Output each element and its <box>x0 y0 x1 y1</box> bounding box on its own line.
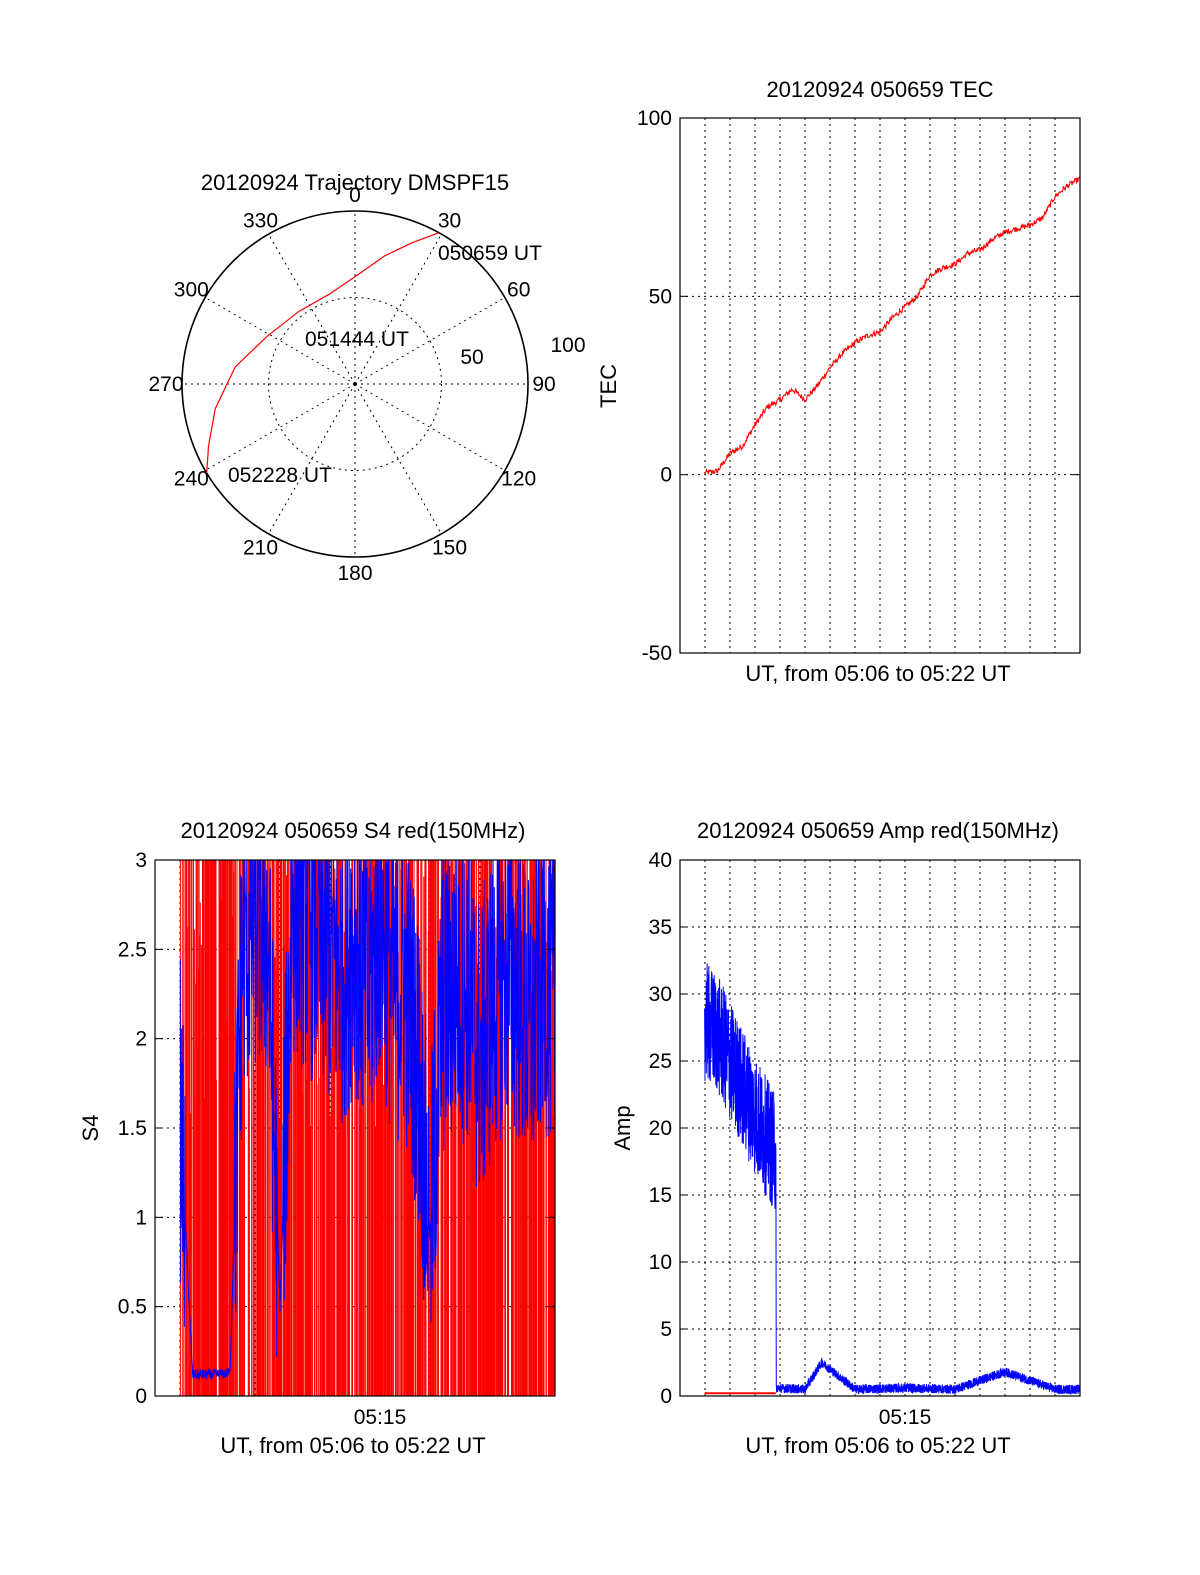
polar-radial-gridline <box>268 297 442 471</box>
polar-spoke <box>354 383 506 471</box>
y-tick-label: 30 <box>649 983 672 1006</box>
polar-grid <box>181 210 529 558</box>
polar-spoke <box>354 383 442 535</box>
polar-angle-label: 270 <box>148 373 183 396</box>
tec-xlabel: UT, from 05:06 to 05:22 UT <box>745 661 1010 686</box>
y-tick-label: 3 <box>135 849 147 872</box>
polar-angle-labels: 0 30 60 90 120 150 180 210 240 270 300 330 <box>148 184 555 585</box>
polar-angle-label: 330 <box>243 209 278 232</box>
amp-ylabel: Amp <box>610 1105 635 1150</box>
y-tick-label: 0 <box>660 464 672 487</box>
amp-xtick-label: 05:15 <box>879 1406 932 1429</box>
polar-angle-label: 60 <box>507 279 530 302</box>
y-tick-label: 0 <box>660 1385 672 1408</box>
amp-title: 20120924 050659 Amp red(150MHz) <box>697 818 1059 843</box>
y-tick-label: 35 <box>649 916 672 939</box>
y-tick-label: 1.5 <box>118 1117 147 1140</box>
polar-angle-label: 0 <box>349 184 361 207</box>
amp-grid <box>680 860 1080 1396</box>
polar-angle-label: 30 <box>438 209 461 232</box>
y-tick-label: 1 <box>135 1206 147 1229</box>
polar-angle-label: 300 <box>174 279 209 302</box>
s4-title: 20120924 050659 S4 red(150MHz) <box>181 818 526 843</box>
polar-spoke <box>268 233 356 385</box>
amp-y-ticks: 0 5 10 15 20 25 30 35 40 <box>649 849 1080 1408</box>
y-tick-label: -50 <box>642 642 672 665</box>
y-tick-label: 5 <box>660 1318 672 1341</box>
y-tick-label: 100 <box>637 107 672 130</box>
y-tick-label: 0 <box>135 1385 147 1408</box>
polar-outer-circle <box>181 210 529 558</box>
polar-angle-label: 150 <box>432 537 467 560</box>
trajectory-mid-label: 051444 UT <box>305 328 409 351</box>
polar-trajectory-line <box>206 232 440 474</box>
polar-spoke <box>354 233 442 385</box>
tec-grid <box>680 118 1080 653</box>
tec-panel: 20120924 050659 TEC -50 0 50 100 TEC UT, fr… <box>596 77 1081 686</box>
y-tick-label: 15 <box>649 1184 672 1207</box>
polar-angle-label: 120 <box>501 468 536 491</box>
trajectory-start-label: 050659 UT <box>438 242 542 265</box>
s4-xtick-label: 05:15 <box>354 1406 407 1429</box>
y-tick-label: 40 <box>649 849 672 872</box>
polar-spoke <box>354 297 506 385</box>
y-tick-label: 2.5 <box>118 938 147 961</box>
s4-xlabel: UT, from 05:06 to 05:22 UT <box>220 1433 485 1458</box>
polar-title: 20120924 Trajectory DMSPF15 <box>201 170 509 195</box>
polar-angle-label: 180 <box>337 562 372 585</box>
polar-spoke <box>204 383 356 471</box>
polar-spoke <box>204 297 356 385</box>
y-tick-label: 50 <box>649 285 672 308</box>
y-tick-label: 2 <box>135 1028 147 1051</box>
tec-ylabel: TEC <box>596 364 621 408</box>
s4-blue-series <box>179 858 556 1380</box>
s4-y-ticks: 0 0.5 1 1.5 2 2.5 3 <box>118 849 555 1408</box>
polar-spoke <box>268 383 356 535</box>
y-tick-label: 25 <box>649 1050 672 1073</box>
s4-panel: 20120924 050659 S4 red(150MHz) 0 0.5 1 1.5 2… <box>78 818 556 1458</box>
trajectory-end-label: 052228 UT <box>228 464 332 487</box>
amp-panel: 20120924 050659 Amp red(150MHz) 0 5 10 15 20… <box>610 818 1081 1458</box>
tec-series-line <box>704 176 1081 476</box>
polar-radial-label-50: 50 <box>460 346 483 369</box>
tec-y-ticks: -50 0 50 100 <box>637 107 1080 665</box>
polar-angle-label: 210 <box>243 537 278 560</box>
amp-xlabel: UT, from 05:06 to 05:22 UT <box>745 1433 1010 1458</box>
amp-blue-series <box>704 963 1081 1396</box>
polar-angle-label: 90 <box>532 373 555 396</box>
y-tick-label: 0.5 <box>118 1296 147 1319</box>
tec-plot-frame <box>679 117 1081 654</box>
polar-radial-label-100: 100 <box>550 334 585 357</box>
polar-panel: 20120924 Trajectory DMSPF15 0 30 60 90 120 15… <box>148 170 585 585</box>
s4-ylabel: S4 <box>78 1115 103 1142</box>
y-tick-label: 10 <box>649 1251 672 1274</box>
polar-angle-label: 240 <box>174 468 209 491</box>
y-tick-label: 20 <box>649 1117 672 1140</box>
tec-title: 20120924 050659 TEC <box>766 77 993 102</box>
